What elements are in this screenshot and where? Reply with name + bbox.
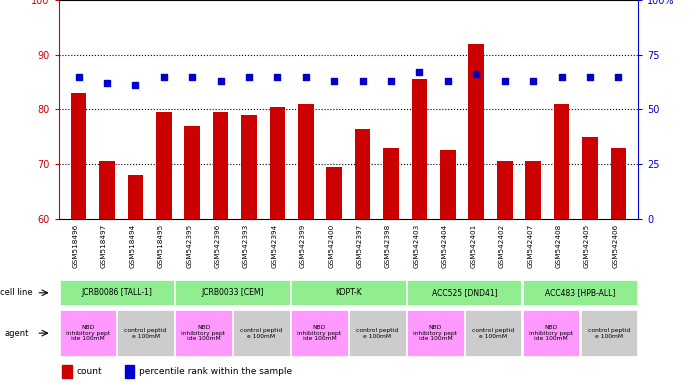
Text: GSM542395: GSM542395 xyxy=(186,223,193,268)
Text: GSM542402: GSM542402 xyxy=(499,223,504,268)
Bar xyxy=(611,148,627,219)
Text: NBD
inhibitory pept
ide 100mM: NBD inhibitory pept ide 100mM xyxy=(181,325,226,341)
Text: JCRB0086 [TALL-1]: JCRB0086 [TALL-1] xyxy=(81,288,152,297)
Bar xyxy=(175,280,290,306)
Point xyxy=(613,74,624,80)
Text: control peptid
e 100mM: control peptid e 100mM xyxy=(588,328,631,339)
Text: agent: agent xyxy=(4,329,28,338)
Text: NBD
inhibitory pept
ide 100mM: NBD inhibitory pept ide 100mM xyxy=(297,325,342,341)
Text: GSM542399: GSM542399 xyxy=(300,223,306,268)
Bar xyxy=(349,310,406,356)
Bar xyxy=(440,151,455,219)
Text: NBD
inhibitory pept
ide 100mM: NBD inhibitory pept ide 100mM xyxy=(529,325,573,341)
Text: control peptid
e 100mM: control peptid e 100mM xyxy=(472,328,515,339)
Bar xyxy=(383,148,399,219)
Bar xyxy=(213,112,228,219)
Bar xyxy=(298,104,314,219)
Point xyxy=(130,82,141,88)
Bar xyxy=(497,161,513,219)
Bar xyxy=(291,280,406,306)
Text: control peptid
e 100mM: control peptid e 100mM xyxy=(124,328,167,339)
Bar xyxy=(99,161,115,219)
Point xyxy=(328,78,339,84)
Text: JCRB0033 [CEM]: JCRB0033 [CEM] xyxy=(201,288,264,297)
Text: GSM518495: GSM518495 xyxy=(158,223,164,268)
Text: GSM518494: GSM518494 xyxy=(129,223,135,268)
Bar xyxy=(465,310,522,356)
Bar xyxy=(407,280,522,306)
Bar xyxy=(554,104,569,219)
Bar xyxy=(117,310,174,356)
Text: GSM542400: GSM542400 xyxy=(328,223,334,268)
Text: control peptid
e 100mM: control peptid e 100mM xyxy=(356,328,399,339)
Text: GSM542407: GSM542407 xyxy=(527,223,533,268)
Point xyxy=(442,78,453,84)
Text: GSM542404: GSM542404 xyxy=(442,223,448,268)
Point xyxy=(73,74,84,80)
Text: GSM542405: GSM542405 xyxy=(584,223,590,268)
Point xyxy=(584,74,595,80)
Point xyxy=(414,69,425,75)
Text: NBD
inhibitory pept
ide 100mM: NBD inhibitory pept ide 100mM xyxy=(66,325,110,341)
Point xyxy=(244,74,255,80)
Bar xyxy=(523,310,580,356)
Point xyxy=(471,71,482,78)
Text: control peptid
e 100mM: control peptid e 100mM xyxy=(240,328,283,339)
Bar xyxy=(233,310,290,356)
Text: GSM542401: GSM542401 xyxy=(471,223,476,268)
Bar xyxy=(523,280,638,306)
Bar xyxy=(59,280,174,306)
Point xyxy=(187,74,198,80)
Point xyxy=(158,74,169,80)
Text: GSM542397: GSM542397 xyxy=(357,223,363,268)
Bar xyxy=(525,161,541,219)
Bar xyxy=(270,107,285,219)
Text: KOPT-K: KOPT-K xyxy=(335,288,362,297)
Bar xyxy=(175,310,232,356)
Bar xyxy=(355,129,371,219)
Bar xyxy=(241,115,257,219)
Bar xyxy=(581,310,638,356)
Text: ACC483 [HPB-ALL]: ACC483 [HPB-ALL] xyxy=(545,288,615,297)
Bar xyxy=(407,310,464,356)
Bar xyxy=(469,44,484,219)
Bar xyxy=(61,365,72,378)
Text: GSM518496: GSM518496 xyxy=(72,223,79,268)
Text: GSM542406: GSM542406 xyxy=(612,223,618,268)
Point xyxy=(386,78,397,84)
Bar xyxy=(59,310,116,356)
Text: GSM542394: GSM542394 xyxy=(271,223,277,268)
Text: NBD
inhibitory pept
ide 100mM: NBD inhibitory pept ide 100mM xyxy=(413,325,457,341)
Bar xyxy=(156,112,172,219)
Point xyxy=(357,78,368,84)
Point xyxy=(215,78,226,84)
Text: count: count xyxy=(76,367,101,376)
Point xyxy=(499,78,510,84)
Text: GSM542408: GSM542408 xyxy=(555,223,562,268)
Bar xyxy=(184,126,200,219)
Point xyxy=(300,74,311,80)
Text: percentile rank within the sample: percentile rank within the sample xyxy=(139,367,292,376)
Bar xyxy=(126,365,134,378)
Text: cell line: cell line xyxy=(0,288,32,297)
Text: ACC525 [DND41]: ACC525 [DND41] xyxy=(431,288,497,297)
Bar xyxy=(582,137,598,219)
Bar xyxy=(326,167,342,219)
Bar xyxy=(291,310,348,356)
Point xyxy=(272,74,283,80)
Text: GSM542393: GSM542393 xyxy=(243,223,249,268)
Bar xyxy=(128,175,144,219)
Point xyxy=(528,78,539,84)
Point xyxy=(556,74,567,80)
Text: GSM518497: GSM518497 xyxy=(101,223,107,268)
Bar xyxy=(412,79,427,219)
Text: GSM542403: GSM542403 xyxy=(413,223,420,268)
Text: GSM542396: GSM542396 xyxy=(215,223,221,268)
Text: GSM542398: GSM542398 xyxy=(385,223,391,268)
Point xyxy=(101,80,112,86)
Bar xyxy=(71,93,86,219)
